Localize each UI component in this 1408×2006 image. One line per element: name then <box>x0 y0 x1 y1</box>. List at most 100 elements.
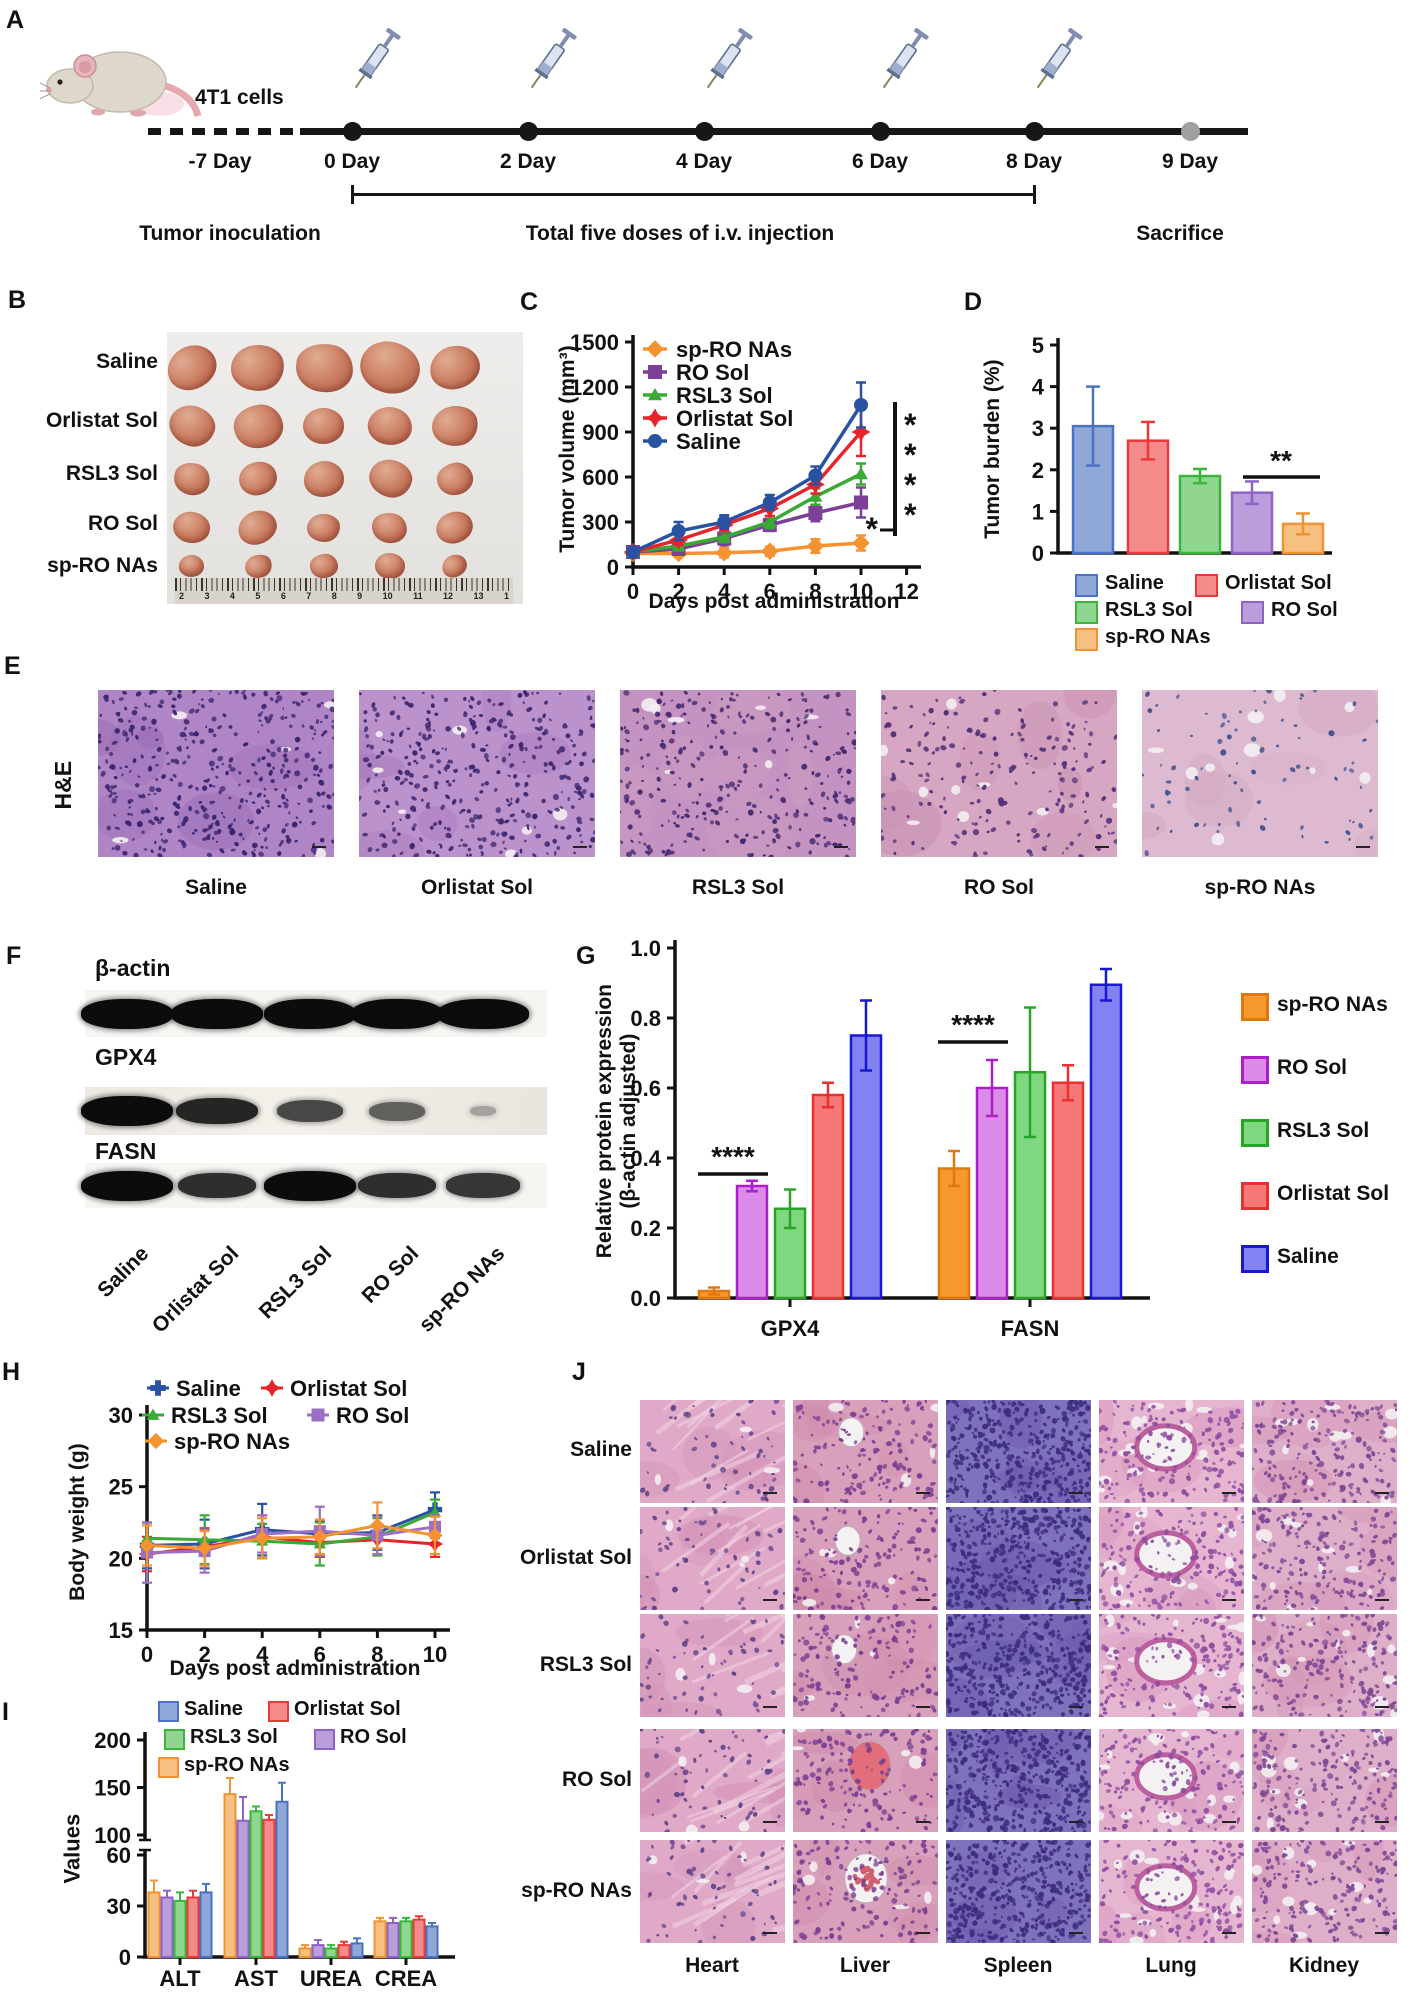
cell-nucleus <box>1020 1495 1024 1501</box>
syringe-plunger-top <box>914 27 929 40</box>
cell-nucleus <box>946 1678 953 1683</box>
caption-sacrifice: Sacrifice <box>1136 222 1224 245</box>
cell-nucleus <box>1254 709 1258 713</box>
cell-nucleus <box>1311 1420 1315 1424</box>
cell-nucleus <box>531 754 537 760</box>
cell-nucleus <box>1039 1553 1043 1558</box>
cell-nucleus <box>990 762 995 765</box>
cell-nucleus <box>1022 1599 1026 1602</box>
cell-nucleus <box>122 729 127 737</box>
histo-lumen <box>314 848 326 857</box>
cell-nucleus <box>845 1683 848 1687</box>
cell-nucleus <box>1110 1446 1113 1449</box>
cell-nucleus <box>1027 1536 1031 1539</box>
cell-nucleus <box>689 740 692 744</box>
panel-label-b: B <box>8 286 27 314</box>
histo-lumen <box>372 767 384 773</box>
cell-nucleus <box>217 725 223 730</box>
cell-nucleus <box>931 751 935 755</box>
cell-nucleus <box>832 753 836 756</box>
cell-nucleus <box>871 1628 876 1633</box>
cell-nucleus <box>950 1429 953 1432</box>
cell-nucleus <box>1058 1699 1062 1705</box>
cell-nucleus <box>1064 1520 1067 1523</box>
cell-nucleus <box>884 712 888 715</box>
cell-nucleus <box>1038 1521 1044 1528</box>
cell-nucleus <box>1350 1463 1355 1469</box>
cell-nucleus <box>1083 1668 1088 1673</box>
cell-nucleus <box>576 827 581 833</box>
cell-nucleus <box>803 1699 809 1706</box>
cell-nucleus <box>747 853 752 857</box>
cell-nucleus <box>515 782 519 788</box>
cell-nucleus <box>800 691 804 697</box>
cell-nucleus <box>770 1690 776 1695</box>
cell-nucleus <box>1134 1470 1137 1474</box>
cell-nucleus <box>367 762 372 768</box>
cell-nucleus <box>1288 1421 1293 1426</box>
cell-nucleus <box>1007 1709 1012 1712</box>
cell-nucleus <box>1223 1589 1229 1595</box>
data-point <box>155 1380 161 1396</box>
cell-nucleus <box>1366 1445 1372 1452</box>
cell-nucleus <box>961 779 965 784</box>
cell-nucleus <box>526 826 530 831</box>
cell-nucleus <box>850 816 856 824</box>
cell-nucleus <box>946 1420 952 1425</box>
cell-nucleus <box>1073 1615 1079 1620</box>
cell-nucleus <box>840 1428 843 1431</box>
blot-strip-FASN <box>81 1163 547 1208</box>
histo-patch <box>1057 767 1083 802</box>
histo-patch <box>1099 1507 1124 1550</box>
cell-nucleus <box>572 743 576 748</box>
cell-nucleus <box>1280 1524 1286 1530</box>
cell-nucleus <box>182 843 187 849</box>
cell-nucleus <box>1354 1414 1359 1419</box>
cell-nucleus <box>295 816 299 820</box>
cell-nucleus <box>960 1478 965 1481</box>
cell-nucleus <box>415 761 419 765</box>
cell-nucleus <box>127 800 132 804</box>
cell-nucleus <box>1083 1419 1089 1424</box>
cell-nucleus <box>1015 1709 1018 1713</box>
cell-nucleus <box>186 746 189 750</box>
cell-nucleus <box>1059 1693 1065 1697</box>
cell-nucleus <box>620 726 624 731</box>
cell-nucleus <box>561 790 563 794</box>
cell-nucleus <box>1352 1579 1356 1586</box>
cell-nucleus <box>719 1713 723 1716</box>
cell-nucleus <box>1381 1539 1389 1545</box>
cell-nucleus <box>523 792 529 797</box>
cell-nucleus <box>558 746 566 753</box>
cell-nucleus <box>1200 1511 1207 1518</box>
cell-nucleus <box>676 1527 682 1532</box>
cell-nucleus <box>828 1637 832 1640</box>
cell-nucleus <box>153 816 159 822</box>
cell-nucleus <box>950 1657 954 1660</box>
cell-nucleus <box>111 699 115 705</box>
cell-nucleus <box>1263 817 1267 821</box>
cell-nucleus <box>261 806 265 810</box>
cell-nucleus <box>1181 1629 1184 1633</box>
cell-nucleus <box>1074 1672 1078 1676</box>
cell-nucleus <box>294 758 299 763</box>
cell-nucleus <box>947 1616 953 1622</box>
legend-swatch <box>1195 574 1218 597</box>
cell-nucleus <box>988 1700 995 1707</box>
cell-nucleus <box>1303 1571 1308 1576</box>
cell-nucleus <box>160 832 163 836</box>
cell-nucleus <box>992 1618 996 1622</box>
histo-patch <box>1030 812 1096 857</box>
cell-nucleus <box>928 1507 933 1510</box>
cell-nucleus <box>155 777 159 781</box>
cell-nucleus <box>935 1496 938 1500</box>
cell-nucleus <box>1011 1454 1015 1459</box>
cell-nucleus <box>1241 1520 1244 1524</box>
cell-nucleus <box>953 711 959 716</box>
cell-nucleus <box>1006 820 1011 825</box>
cell-nucleus <box>217 755 224 762</box>
cell-nucleus <box>976 1410 980 1415</box>
cell-nucleus <box>711 1507 717 1512</box>
cell-nucleus <box>213 748 218 752</box>
cell-nucleus <box>203 813 210 820</box>
